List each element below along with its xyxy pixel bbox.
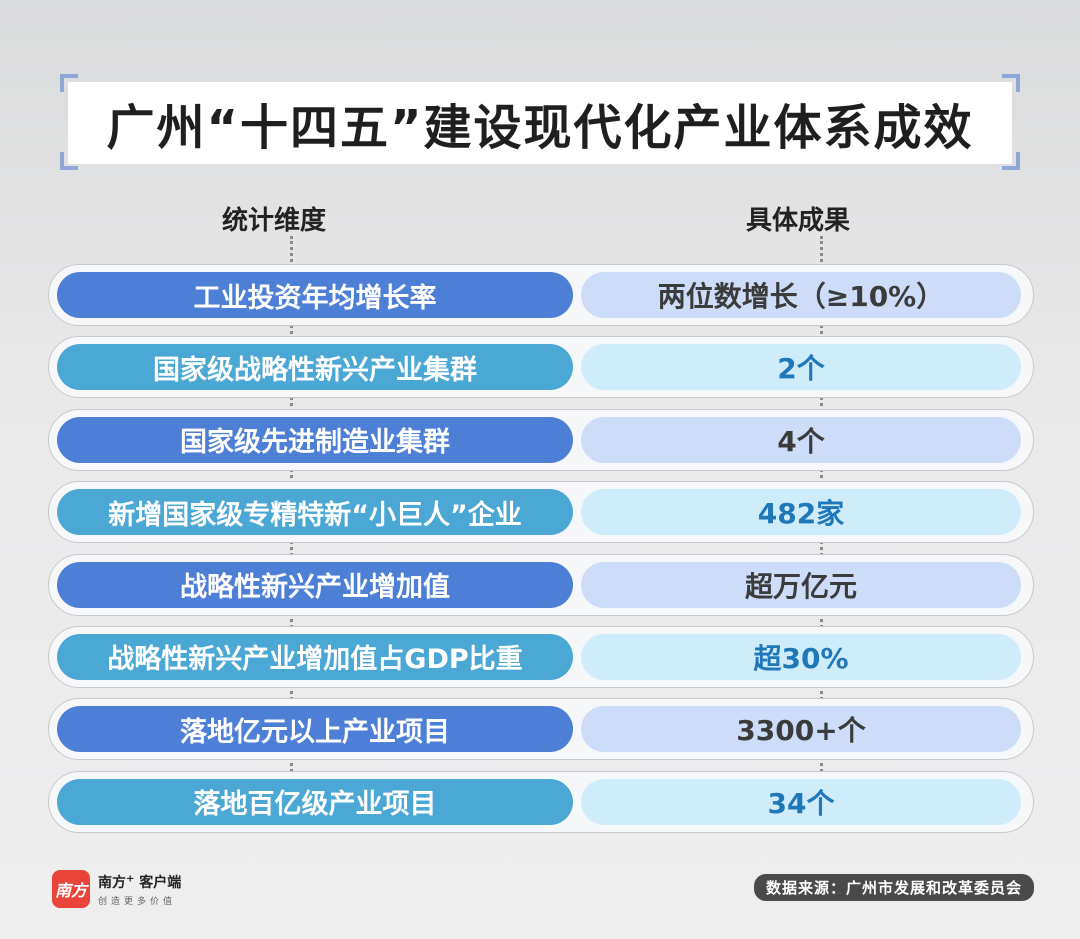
dimension-label: 战略性新兴产业增加值 xyxy=(57,561,573,608)
page-title: 广州“十四五”建设现代化产业体系成效 xyxy=(106,100,974,156)
result-value: 3300+个 xyxy=(581,706,1021,753)
result-value: 34个 xyxy=(581,778,1021,825)
title-banner: 广州“十四五”建设现代化产业体系成效 xyxy=(68,82,1012,164)
title-corner-bottom-left xyxy=(60,152,78,170)
dimension-label: 工业投资年均增长率 xyxy=(57,272,573,318)
title-corner-top-left xyxy=(60,74,78,92)
table-row: 落地百亿级产业项目 34个 xyxy=(48,770,1034,833)
title-corner-top-right xyxy=(1002,74,1020,92)
result-value: 两位数增长（≥10%） xyxy=(581,272,1021,318)
table-row: 落地亿元以上产业项目 3300+个 xyxy=(48,698,1034,761)
data-source-badge: 数据来源：广州市发展和改革委员会 xyxy=(753,874,1034,901)
table-row: 国家级战略性新兴产业集群 2个 xyxy=(48,336,1034,399)
result-value: 4个 xyxy=(581,416,1021,463)
dimension-label: 战略性新兴产业增加值占GDP比重 xyxy=(57,633,573,680)
table-row: 战略性新兴产业增加值 超万亿元 xyxy=(48,553,1034,616)
logo-slogan: 创造更多价值 xyxy=(98,896,177,907)
title-corner-bottom-right xyxy=(1002,152,1020,170)
result-value: 超30% xyxy=(581,633,1021,680)
result-value: 超万亿元 xyxy=(581,561,1021,608)
dimension-label: 落地亿元以上产业项目 xyxy=(57,706,573,753)
dimension-label: 国家级战略性新兴产业集群 xyxy=(57,344,573,391)
result-value: 482家 xyxy=(581,489,1021,536)
logo-text-block: 南方+ 客户端 创造更多价值 xyxy=(98,872,181,907)
table-row: 工业投资年均增长率 两位数增长（≥10%） xyxy=(48,264,1034,326)
logo-plus: + xyxy=(126,872,135,884)
header-dimension: 统计维度 xyxy=(222,206,327,236)
nanfang-logo: 南方 南方+ 客户端 创造更多价值 xyxy=(52,870,181,908)
logo-name-main: 南方 xyxy=(98,874,126,891)
dimension-label: 新增国家级专精特新“小巨人”企业 xyxy=(57,489,573,536)
table-row: 国家级先进制造业集群 4个 xyxy=(48,408,1034,471)
header-result: 具体成果 xyxy=(746,206,851,236)
result-table: 工业投资年均增长率 两位数增长（≥10%） 国家级战略性新兴产业集群 2个 国家… xyxy=(48,264,1034,843)
result-value: 2个 xyxy=(581,344,1021,391)
logo-name: 南方+ 客户端 xyxy=(98,872,181,892)
nanfang-logo-icon: 南方 xyxy=(52,870,90,908)
dimension-label: 国家级先进制造业集群 xyxy=(57,416,573,463)
table-row: 新增国家级专精特新“小巨人”企业 482家 xyxy=(48,481,1034,544)
dimension-label: 落地百亿级产业项目 xyxy=(57,778,573,825)
logo-name-suffix: 客户端 xyxy=(134,874,182,891)
table-row: 战略性新兴产业增加值占GDP比重 超30% xyxy=(48,625,1034,688)
